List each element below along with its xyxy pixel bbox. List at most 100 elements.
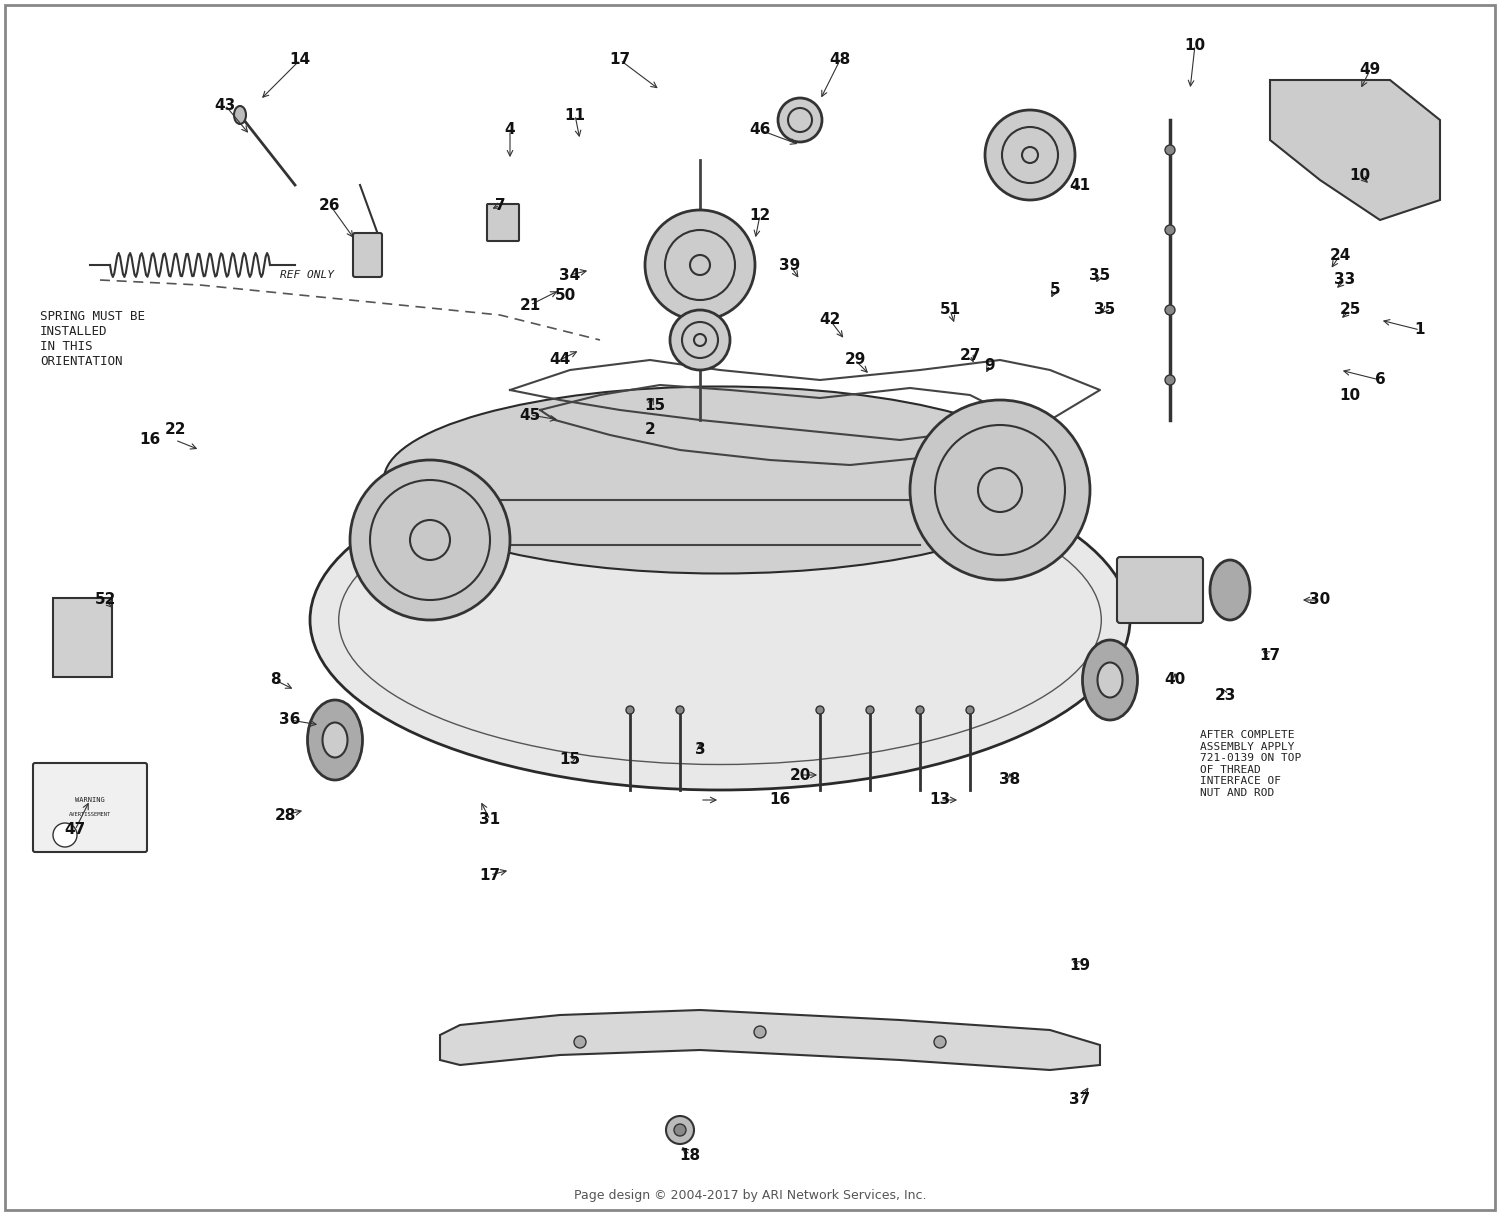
- Circle shape: [664, 230, 735, 300]
- Circle shape: [986, 111, 1076, 200]
- Circle shape: [778, 98, 822, 142]
- Ellipse shape: [234, 106, 246, 124]
- Circle shape: [350, 460, 510, 620]
- Circle shape: [53, 823, 76, 847]
- Text: 26: 26: [320, 198, 340, 213]
- Text: 7: 7: [495, 198, 506, 213]
- Text: 21: 21: [519, 298, 540, 312]
- Circle shape: [816, 706, 824, 714]
- Text: 10: 10: [1185, 38, 1206, 52]
- Text: 37: 37: [1070, 1092, 1090, 1108]
- Circle shape: [674, 1124, 686, 1136]
- Circle shape: [1166, 375, 1174, 385]
- Text: 29: 29: [844, 352, 865, 367]
- Text: Page design © 2004-2017 by ARI Network Services, Inc.: Page design © 2004-2017 by ARI Network S…: [573, 1188, 926, 1202]
- Circle shape: [916, 706, 924, 714]
- Circle shape: [370, 480, 490, 600]
- Circle shape: [1002, 128, 1058, 183]
- Text: 14: 14: [290, 52, 310, 68]
- Text: 20: 20: [789, 768, 810, 782]
- Text: 30: 30: [1310, 593, 1330, 608]
- Text: 39: 39: [780, 258, 801, 272]
- Text: 6: 6: [1374, 373, 1386, 388]
- Text: 45: 45: [519, 407, 540, 423]
- Circle shape: [754, 1025, 766, 1038]
- FancyBboxPatch shape: [352, 233, 382, 277]
- Text: 1: 1: [1414, 322, 1425, 338]
- Circle shape: [645, 210, 754, 320]
- Text: 41: 41: [1070, 177, 1090, 192]
- Text: 23: 23: [1215, 688, 1236, 702]
- Text: 17: 17: [480, 868, 501, 882]
- Text: 4: 4: [504, 123, 516, 137]
- Text: 19: 19: [1070, 957, 1090, 972]
- Text: 16: 16: [770, 792, 790, 808]
- Ellipse shape: [308, 700, 363, 780]
- Text: 12: 12: [750, 208, 771, 222]
- Text: 50: 50: [555, 288, 576, 303]
- Circle shape: [410, 520, 450, 560]
- Ellipse shape: [1083, 640, 1137, 720]
- Text: 52: 52: [94, 593, 116, 608]
- Ellipse shape: [310, 450, 1130, 790]
- Text: 49: 49: [1359, 62, 1380, 78]
- Circle shape: [910, 400, 1090, 580]
- FancyBboxPatch shape: [1118, 556, 1203, 623]
- Text: 18: 18: [680, 1147, 700, 1163]
- Text: 43: 43: [214, 97, 236, 113]
- Ellipse shape: [1098, 662, 1122, 697]
- Circle shape: [934, 1036, 946, 1049]
- Text: 40: 40: [1164, 672, 1185, 688]
- Circle shape: [670, 310, 730, 371]
- Ellipse shape: [384, 386, 1056, 573]
- Text: 35: 35: [1089, 267, 1110, 283]
- Text: 44: 44: [549, 352, 570, 367]
- Text: 28: 28: [274, 808, 296, 823]
- Circle shape: [934, 425, 1065, 555]
- Polygon shape: [440, 1010, 1100, 1070]
- Text: 5: 5: [1050, 283, 1060, 298]
- Text: 48: 48: [830, 52, 850, 68]
- Text: 10: 10: [1340, 388, 1360, 402]
- Text: 17: 17: [609, 52, 630, 68]
- Text: AFTER COMPLETE
ASSEMBLY APPLY
721-0139 ON TOP
OF THREAD
INTERFACE OF
NUT AND ROD: AFTER COMPLETE ASSEMBLY APPLY 721-0139 O…: [1200, 730, 1300, 798]
- Text: 15: 15: [645, 397, 666, 413]
- Ellipse shape: [1210, 560, 1249, 620]
- Text: AVERTISSEMENT: AVERTISSEMENT: [69, 813, 111, 818]
- Text: 24: 24: [1329, 248, 1350, 262]
- Ellipse shape: [322, 723, 348, 757]
- Circle shape: [666, 1117, 694, 1145]
- Polygon shape: [1270, 80, 1440, 220]
- Text: 13: 13: [930, 792, 951, 808]
- Text: 46: 46: [750, 123, 771, 137]
- Text: 10: 10: [1350, 168, 1371, 182]
- Text: 33: 33: [1335, 272, 1356, 288]
- Text: 2: 2: [645, 423, 656, 437]
- Text: WARNING: WARNING: [75, 797, 105, 803]
- FancyBboxPatch shape: [488, 204, 519, 241]
- Text: 38: 38: [999, 773, 1020, 787]
- FancyBboxPatch shape: [53, 598, 112, 677]
- Text: 42: 42: [819, 312, 840, 328]
- Text: 31: 31: [480, 813, 501, 827]
- Text: 22: 22: [165, 423, 186, 437]
- FancyBboxPatch shape: [33, 763, 147, 852]
- Text: 47: 47: [64, 823, 86, 837]
- Text: 15: 15: [560, 752, 580, 768]
- Text: REF ONLY: REF ONLY: [280, 270, 334, 279]
- Text: SPRING MUST BE
INSTALLED
IN THIS
ORIENTATION: SPRING MUST BE INSTALLED IN THIS ORIENTA…: [40, 310, 146, 368]
- Circle shape: [788, 108, 812, 132]
- Circle shape: [865, 706, 874, 714]
- Circle shape: [690, 255, 709, 275]
- Text: 51: 51: [939, 303, 960, 317]
- Circle shape: [1166, 225, 1174, 234]
- Text: 11: 11: [564, 107, 585, 123]
- Text: 16: 16: [140, 433, 160, 447]
- Text: 27: 27: [960, 347, 981, 362]
- Circle shape: [1022, 147, 1038, 163]
- Text: 25: 25: [1340, 303, 1360, 317]
- Circle shape: [694, 334, 706, 346]
- Circle shape: [676, 706, 684, 714]
- Text: 9: 9: [984, 357, 996, 373]
- Circle shape: [1166, 305, 1174, 315]
